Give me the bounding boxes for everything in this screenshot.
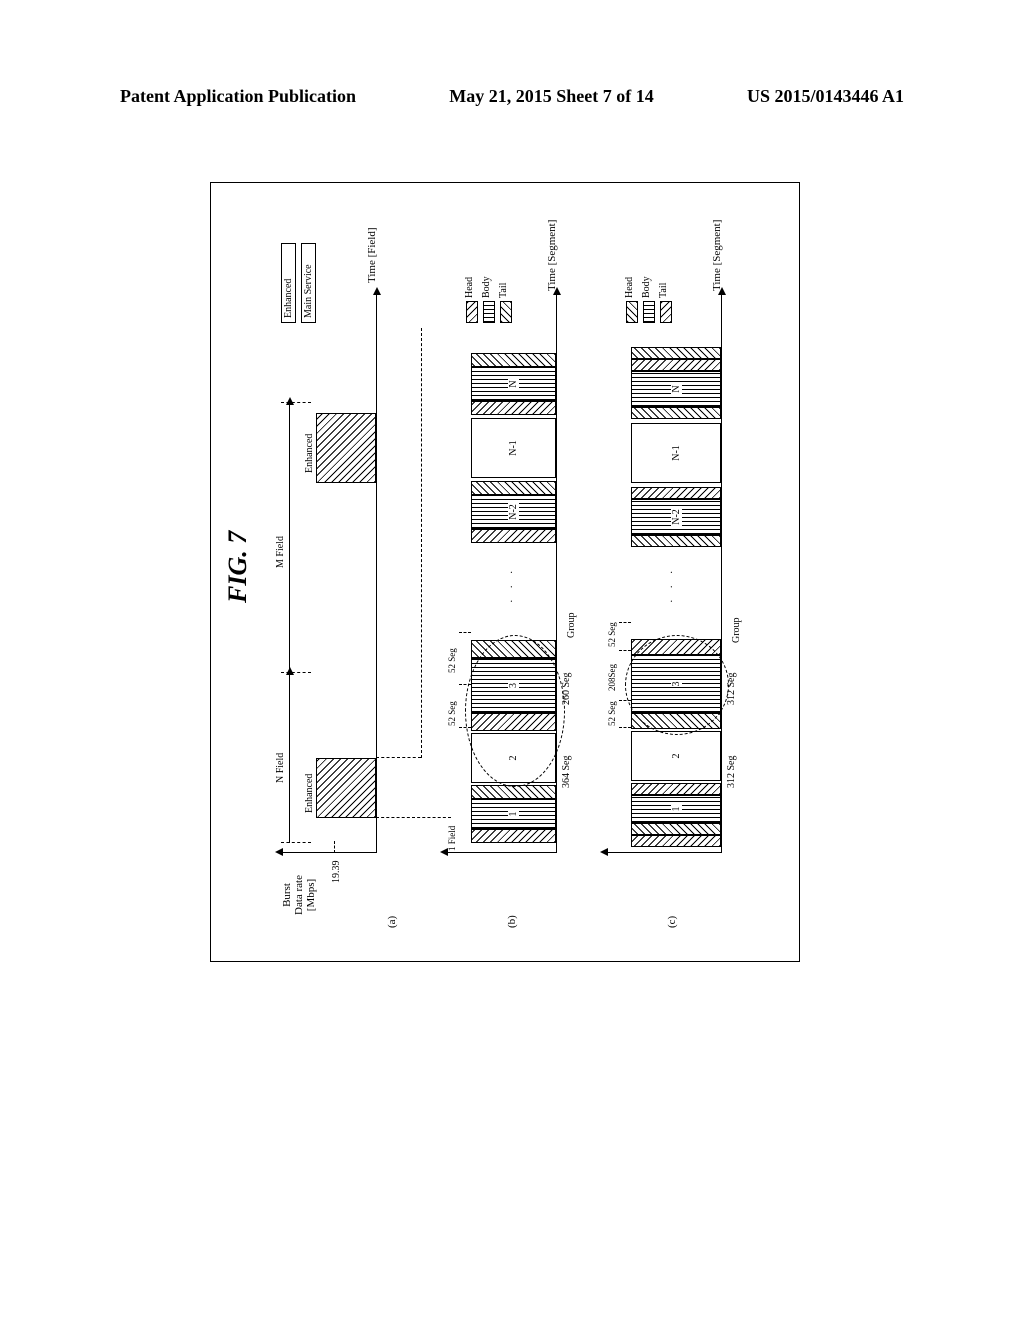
b-dots: · · · — [506, 567, 518, 604]
c1-head — [631, 823, 721, 835]
c-dots: · · · — [666, 567, 678, 604]
b-group-oval — [465, 635, 565, 787]
figure-title: FIG. 7 — [223, 531, 253, 603]
a-mfield-label: M Field — [275, 536, 286, 568]
b-52seg-1: 52 Seg — [447, 701, 457, 726]
legend-main: Main Service — [301, 243, 316, 323]
header-center: May 21, 2015 Sheet 7 of 14 — [449, 86, 653, 107]
b-seg-div3 — [459, 632, 471, 633]
panel-b-yaxis — [446, 852, 556, 853]
bN2-head — [471, 529, 556, 543]
c-group-label: Group — [731, 617, 742, 643]
c0-tail — [631, 835, 721, 847]
a-enhanced-1 — [316, 758, 376, 818]
c-312seg-2: 312 Seg — [726, 673, 737, 706]
c-seg-div3 — [619, 650, 631, 651]
bN-tail — [471, 353, 556, 367]
legend-enhanced: Enhanced — [281, 243, 296, 323]
a-nfield-label: N Field — [275, 753, 286, 783]
b-364seg: 364 Seg — [561, 756, 572, 789]
panel-c-xaxis — [721, 293, 722, 853]
b1-num: 1 — [508, 811, 519, 818]
c-52seg-2: 52 Seg — [607, 622, 617, 647]
panel-b-xaxis — [556, 293, 557, 853]
cN-tail — [631, 359, 721, 371]
b-legend-head-sw — [466, 301, 478, 323]
cN2-head — [631, 535, 721, 547]
c-legend-body: Body — [641, 276, 652, 298]
cN-body: N — [631, 371, 721, 407]
header-right: US 2015/0143446 A1 — [747, 86, 904, 107]
bN-body: N — [471, 367, 556, 401]
c-legend-head: Head — [624, 277, 635, 298]
b-52seg-2: 52 Seg — [447, 648, 457, 673]
panel-a-label: (a) — [386, 916, 398, 928]
burst-tick — [334, 841, 335, 853]
cN-head — [631, 407, 721, 419]
legend-enhanced-text: Enhanced — [283, 279, 294, 318]
cNp-head — [631, 347, 721, 359]
c-legend-head-sw — [626, 301, 638, 323]
panel-b-xaxis-label: Time [Segment] — [546, 220, 558, 291]
b1-body: 1 — [471, 799, 556, 829]
burst-value: 19.39 — [331, 861, 342, 884]
c-legend-tail: Tail — [658, 283, 669, 298]
c-seg-div1 — [619, 727, 631, 728]
c-seg-div4 — [619, 622, 631, 623]
bN2-tail — [471, 481, 556, 495]
b-legend-body: Body — [481, 276, 492, 298]
b-260seg: 260 Seg — [561, 673, 572, 706]
b1-tail — [471, 785, 556, 799]
b-legend-body-sw — [483, 301, 495, 323]
bN2-body: N-2 — [471, 495, 556, 529]
a-enhanced-2-label: Enhanced — [304, 434, 315, 473]
c1-body: 1 — [631, 795, 721, 823]
c2: 2 — [631, 731, 721, 781]
bN-head — [471, 401, 556, 415]
panel-a-xaxis-label: Time [Field] — [366, 227, 378, 283]
header-left: Patent Application Publication — [120, 86, 356, 107]
bN2-num: N-2 — [508, 503, 519, 521]
panel-a-xaxis — [376, 293, 377, 853]
cN1: N-1 — [631, 423, 721, 483]
cN2-num: N-2 — [671, 508, 682, 526]
a-div1 — [281, 842, 311, 843]
panel-c-label: (c) — [666, 916, 678, 928]
figure-stage: FIG. 7 Burst Data rate [Mbps] 19.39 (a) … — [211, 183, 801, 963]
b-legend-tail: Tail — [498, 283, 509, 298]
panel-b-label: (b) — [506, 915, 518, 928]
c-group-oval — [625, 635, 729, 735]
burst-label: Burst Data rate [Mbps] — [281, 875, 317, 915]
c-312seg-1: 312 Seg — [726, 756, 737, 789]
bN-num: N — [508, 379, 519, 388]
a-enhanced-2 — [316, 413, 376, 483]
a-mfield-arrow — [289, 403, 290, 673]
b-1field: 1 Field — [447, 826, 457, 851]
c-legend-tail-sw — [660, 301, 672, 323]
proj-right — [376, 757, 421, 758]
b-legend-head: Head — [464, 277, 475, 298]
bN1: N-1 — [471, 418, 556, 478]
panel-c-xaxis-label: Time [Segment] — [711, 220, 723, 291]
b1-head — [471, 829, 556, 843]
proj-left — [376, 817, 451, 818]
c1-tail — [631, 783, 721, 795]
page-header: Patent Application Publication May 21, 2… — [120, 86, 904, 107]
c-208seg: 208Seg — [607, 664, 617, 691]
c-legend-body-sw — [643, 301, 655, 323]
cN2-body: N-2 — [631, 499, 721, 535]
a-enhanced-1-label: Enhanced — [304, 774, 315, 813]
a-nfield-arrow — [289, 673, 290, 843]
b-legend-tail-sw — [500, 301, 512, 323]
page: Patent Application Publication May 21, 2… — [0, 0, 1024, 1320]
figure-frame: FIG. 7 Burst Data rate [Mbps] 19.39 (a) … — [210, 182, 800, 962]
cN-num: N — [671, 384, 682, 393]
cN2-tail — [631, 487, 721, 499]
c-52seg-1: 52 Seg — [607, 701, 617, 726]
b-group-label: Group — [566, 612, 577, 638]
panel-a-yaxis — [281, 852, 376, 853]
panel-c-yaxis — [606, 852, 721, 853]
proj-diag — [421, 328, 422, 758]
c1-num: 1 — [671, 806, 682, 813]
